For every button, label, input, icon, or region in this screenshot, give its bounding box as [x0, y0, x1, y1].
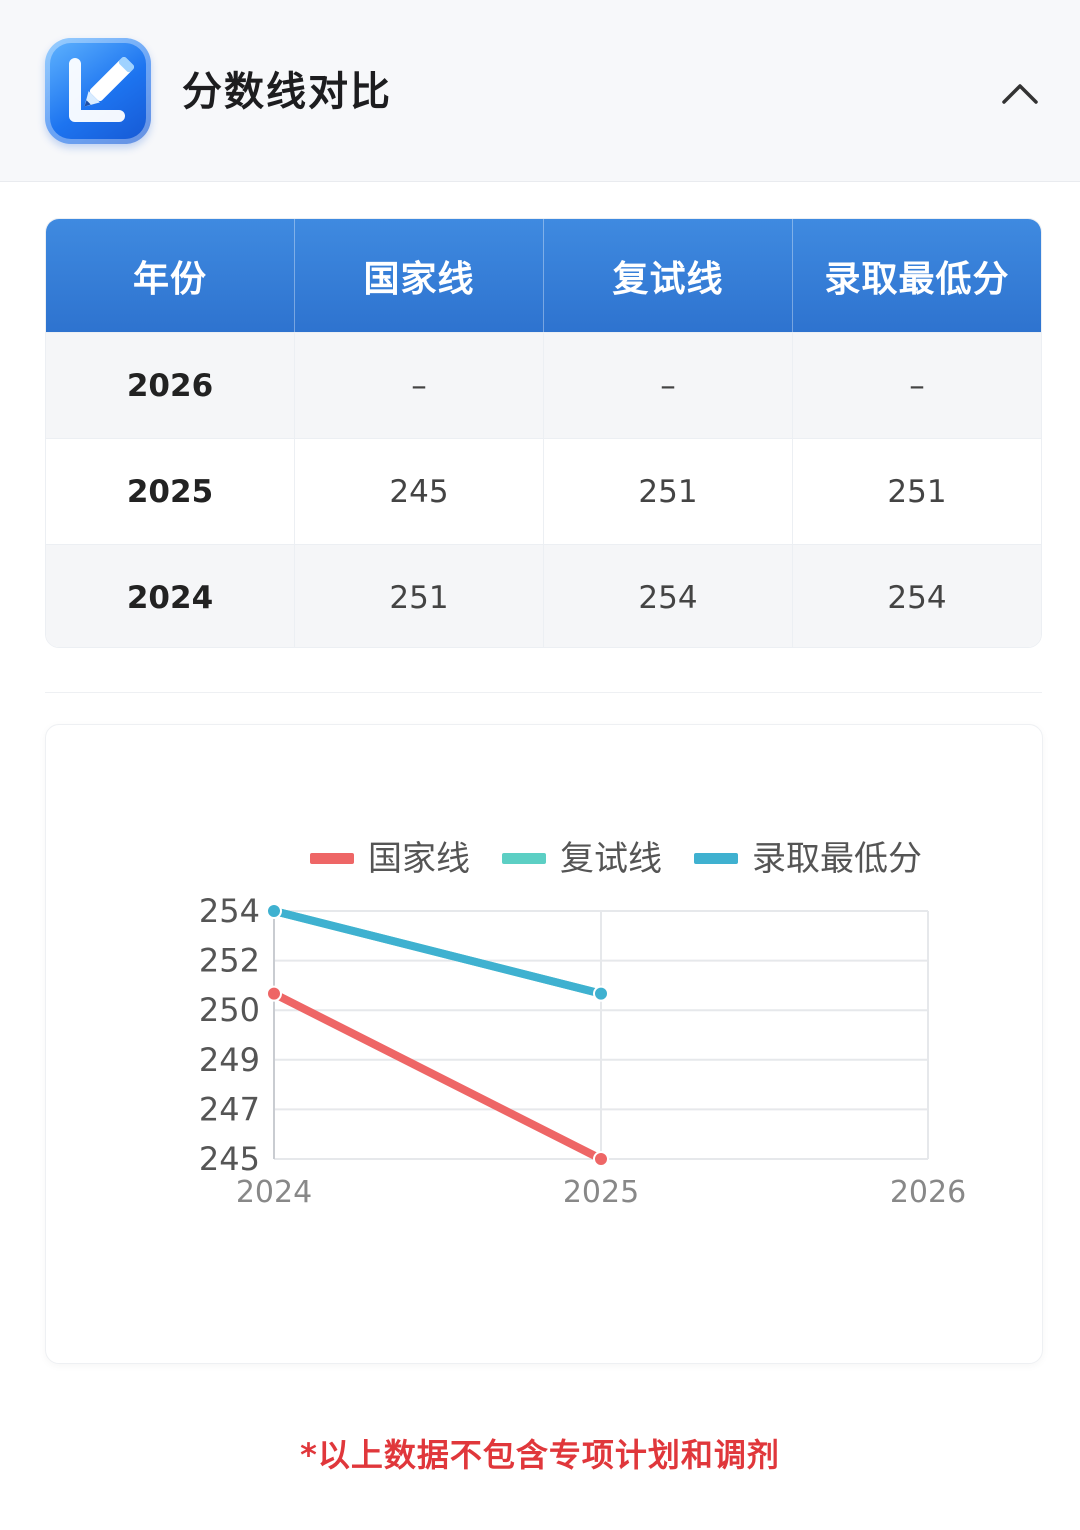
score-table: 年份 国家线 复试线 录取最低分 2026 – – – 2025 245 251…	[45, 218, 1042, 648]
legend-swatch	[694, 853, 738, 864]
column-header-retest-line: 复试线	[544, 219, 793, 332]
series-line	[270, 907, 605, 998]
x-tick-label: 2026	[890, 1175, 966, 1210]
table-header: 年份 国家线 复试线 录取最低分	[46, 219, 1041, 332]
legend-label: 国家线	[368, 839, 470, 879]
chart-card: 254 252 250 249 247 245 2024 2025 2026 国家线 复试线 录取最低…	[45, 724, 1043, 1364]
column-header-min-admission-score: 录取最低分	[824, 258, 1010, 300]
header-bar: 分数线对比	[0, 0, 1080, 182]
divider	[45, 692, 1042, 693]
legend-label: 复试线	[560, 839, 662, 879]
cell-national-line: 251	[295, 545, 544, 647]
column-header-national-line: 国家线	[295, 219, 544, 332]
legend-label: 录取最低分	[752, 839, 922, 879]
chevron-up-icon	[1002, 84, 1038, 104]
cell-retest-line: 251	[544, 439, 793, 544]
legend-swatch	[310, 853, 354, 864]
table-row: 2024 251 254 254	[46, 544, 1041, 647]
column-header-year: 年份	[46, 219, 295, 332]
table-row: 2026 – – –	[46, 332, 1041, 438]
y-tick-label: 254	[199, 892, 260, 930]
y-tick-label: 252	[199, 942, 260, 980]
table-row: 2025 245 251 251	[46, 438, 1041, 544]
edit-pencil-icon	[45, 38, 151, 144]
data-point[interactable]	[266, 985, 282, 1002]
cell-year: 2025	[46, 439, 295, 544]
footnote: *以上数据不包含专项计划和调剂	[300, 1436, 780, 1474]
cell-retest-line: –	[544, 333, 793, 438]
y-tick-label: 245	[199, 1140, 260, 1178]
cell-year: 2026	[46, 333, 295, 438]
data-point[interactable]	[593, 1151, 609, 1167]
cell-national-line: –	[295, 333, 544, 438]
series-line	[270, 989, 605, 1163]
page-title: 分数线对比	[182, 69, 392, 115]
collapse-button[interactable]	[996, 70, 1044, 118]
cell-min-admission-score: –	[909, 367, 925, 404]
x-tick-label: 2024	[236, 1175, 312, 1210]
data-point[interactable]	[593, 985, 609, 1002]
cell-national-line: 245	[295, 439, 544, 544]
legend-swatch	[502, 853, 546, 864]
cell-retest-line: 254	[544, 545, 793, 647]
cell-min-admission-score: 254	[887, 579, 947, 616]
data-point[interactable]	[266, 903, 282, 919]
y-tick-label: 247	[199, 1090, 260, 1128]
y-tick-label: 249	[199, 1041, 260, 1079]
y-tick-label: 250	[199, 991, 260, 1029]
x-tick-label: 2025	[563, 1175, 639, 1210]
cell-min-admission-score: 251	[887, 473, 947, 510]
cell-year: 2024	[46, 545, 295, 647]
